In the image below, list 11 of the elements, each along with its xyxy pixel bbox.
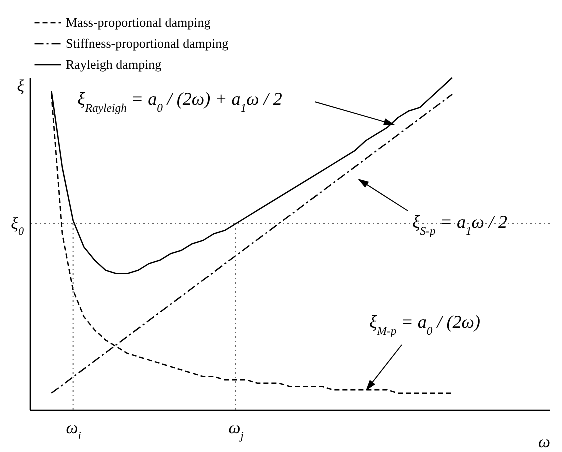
legend-label: Mass-proportional damping: [66, 15, 212, 30]
y-axis-title: ξ: [17, 76, 26, 96]
x-tick-label: ω$_{i}$: [66, 418, 82, 442]
legend-label: Rayleigh damping: [66, 57, 162, 72]
ref-line-label: ξ$_{0}$: [11, 214, 24, 238]
x-axis-title: ω: [538, 432, 550, 452]
annotation: ξ$_{Rayleigh}$ = a$_{0}$ / (2ω) + a$_{1}$ω / 2: [78, 89, 282, 114]
annotation: ξ$_{M-p}$ = a$_{0}$ / (2ω): [370, 312, 480, 338]
legend-label: Stiffness-proportional damping: [66, 36, 230, 51]
x-tick-label: ω$_{j}$: [228, 418, 244, 442]
annotation: ξ$_{S-p}$ = a$_{1}$ω / 2: [412, 212, 508, 238]
